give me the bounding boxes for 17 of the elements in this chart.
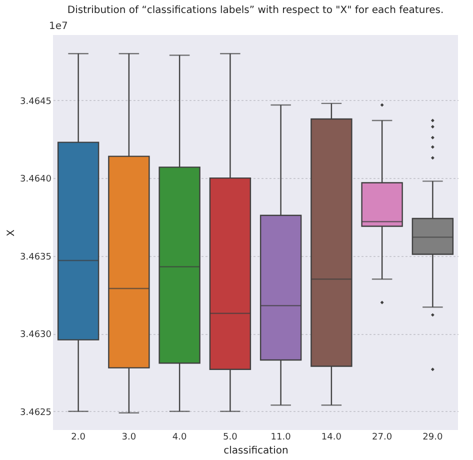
y-tick-label: 3.4635 xyxy=(20,252,52,262)
y-tick-label: 3.4630 xyxy=(20,330,52,340)
chart-title: Distribution of “classifications labels” with respect to "X" for each features. xyxy=(67,5,444,16)
y-tick-label: 3.4640 xyxy=(20,174,52,185)
y-axis-title: X xyxy=(6,229,18,236)
x-tick-label: 11.0 xyxy=(270,432,292,442)
x-tick-label: 14.0 xyxy=(321,432,342,442)
x-tick-label: 3.0 xyxy=(122,432,136,442)
x-tick-label: 2.0 xyxy=(71,432,86,442)
x-tick-label: 5.0 xyxy=(223,432,238,442)
x-axis-title: classification xyxy=(224,446,288,456)
y-tick-label: 3.4645 xyxy=(20,96,52,107)
x-tick-label: 29.0 xyxy=(422,432,443,442)
x-tick-label: 27.0 xyxy=(372,432,392,442)
x-tick-label: 4.0 xyxy=(172,432,187,442)
text: 1e7 xyxy=(49,21,68,32)
y-tick-label: 3.4625 xyxy=(20,408,52,418)
